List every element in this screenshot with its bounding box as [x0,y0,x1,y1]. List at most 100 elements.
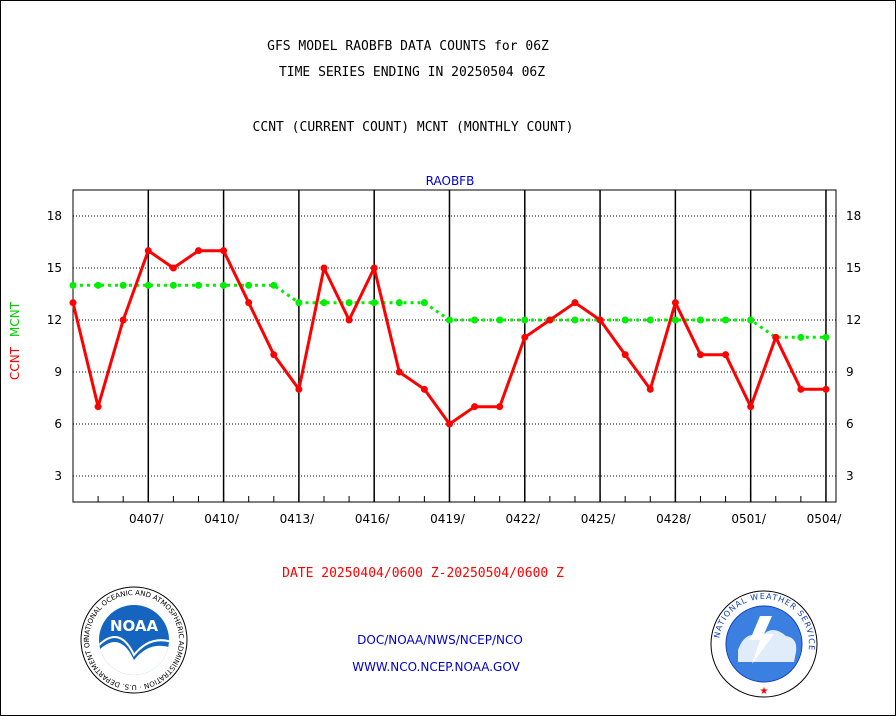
org-line: DOC/NOAA/NWS/NCEP/NCO [357,633,523,647]
data-point-mcnt [571,316,579,324]
data-point-mcnt [621,316,629,324]
data-point-mcnt [69,281,77,289]
data-point-mcnt [370,299,378,307]
data-point-mcnt [671,316,679,324]
data-point-mcnt [169,281,177,289]
x-tick-label: 0425/ [581,512,617,526]
date-range: DATE 20250404/0600 Z-20250504/0600 Z [282,566,564,581]
data-point-mcnt [747,316,755,324]
x-tick-label: 0422/ [505,512,541,526]
data-point-mcnt [144,281,152,289]
data-point-mcnt [245,281,253,289]
plot-border [72,189,837,503]
noaa-text: NOAA [110,617,159,635]
data-point-ccnt [747,403,755,411]
y-tick-label-left: 15 [47,261,62,275]
data-point-ccnt [420,385,428,393]
star-icon: ★ [760,686,769,697]
y-tick-label-right: 18 [846,209,861,223]
data-point-ccnt [671,299,679,307]
y-tick-label-left: 12 [47,313,62,327]
data-point-ccnt [69,299,77,307]
data-point-mcnt [521,316,529,324]
data-point-mcnt [822,333,830,341]
y-tick-label-left: 9 [54,365,62,379]
data-point-ccnt [571,299,579,307]
data-point-ccnt [144,247,152,255]
data-point-ccnt [169,264,177,272]
data-point-ccnt [496,403,504,411]
x-tick-label: 0501/ [731,512,767,526]
data-point-ccnt [119,316,127,324]
data-point-ccnt [772,333,780,341]
x-tick-label: 0419/ [430,512,466,526]
chart-subtitle: CCNT (CURRENT COUNT) MCNT (MONTHLY COUNT… [252,120,574,135]
data-point-ccnt [370,264,378,272]
y-tick-label-right: 15 [846,261,861,275]
y-tick-label-right: 3 [846,469,854,483]
data-point-mcnt [471,316,479,324]
noaa-ring-text: NATIONAL OCEANIC AND ATMOSPHERIC ADMINIS… [0,0,185,691]
data-point-mcnt [496,316,504,324]
data-point-mcnt [395,299,403,307]
data-point-ccnt [345,316,353,324]
data-point-ccnt [696,351,704,359]
x-tick-label: 0410/ [204,512,240,526]
data-point-ccnt [621,351,629,359]
x-tick-label: 0413/ [280,512,316,526]
data-point-mcnt [320,299,328,307]
x-tick-label: 0504/ [807,512,843,526]
y-tick-labels-left: 3 6 9 12 15 18 [47,209,62,483]
data-point-ccnt [445,420,453,428]
data-point-mcnt [445,316,453,324]
data-point-mcnt [194,281,202,289]
y-tick-label-left: 3 [54,469,62,483]
chart-title-line1: GFS MODEL RAOBFB DATA COUNTS for 06Z [267,39,549,54]
y-tick-label-right: 9 [846,365,854,379]
noaa-logo: NATIONAL OCEANIC AND ATMOSPHERIC ADMINIS… [0,0,188,694]
x-tick-label: 0428/ [656,512,692,526]
data-point-mcnt [797,333,805,341]
chart-title-line2: TIME SERIES ENDING IN 20250504 06Z [278,65,546,80]
data-point-mcnt [270,281,278,289]
x-tick-label: 0407/ [129,512,165,526]
data-point-ccnt [194,247,202,255]
data-point-ccnt [395,368,403,376]
x-tick-label: 0416/ [355,512,391,526]
y-tick-label-right: 6 [846,417,854,431]
data-point-ccnt [722,351,730,359]
y-tick-label-right: 12 [846,313,861,327]
data-point-ccnt [295,385,303,393]
x-tick-labels: 0407/0410/0413/0416/0419/0422/0425/0428/… [129,512,842,526]
data-point-mcnt [220,281,228,289]
data-point-mcnt [696,316,704,324]
data-point-ccnt [245,299,253,307]
y-tick-label-left: 6 [54,417,62,431]
grid-lines [73,190,836,502]
data-point-mcnt [295,299,303,307]
data-point-mcnt [722,316,730,324]
data-point-ccnt [822,385,830,393]
y-tick-labels-right: 3 6 9 12 15 18 [846,209,861,483]
data-point-ccnt [596,316,604,324]
series-group [69,247,830,428]
data-point-ccnt [471,403,479,411]
y-tick-label-left: 18 [47,209,62,223]
y-label-mcnt: MCNT [8,301,22,337]
data-point-mcnt [94,281,102,289]
data-point-mcnt [345,299,353,307]
data-point-mcnt [420,299,428,307]
y-label-ccnt: CCNT [8,346,22,380]
data-point-mcnt [119,281,127,289]
data-point-ccnt [320,264,328,272]
panel-label: RAOBFB [426,174,475,188]
data-point-ccnt [94,403,102,411]
data-point-ccnt [797,385,805,393]
nws-logo: NATIONAL WEATHER SERVICE ★ [710,590,818,698]
data-point-mcnt [646,316,654,324]
data-point-ccnt [220,247,228,255]
data-point-ccnt [646,385,654,393]
data-point-ccnt [270,351,278,359]
data-point-ccnt [521,333,529,341]
